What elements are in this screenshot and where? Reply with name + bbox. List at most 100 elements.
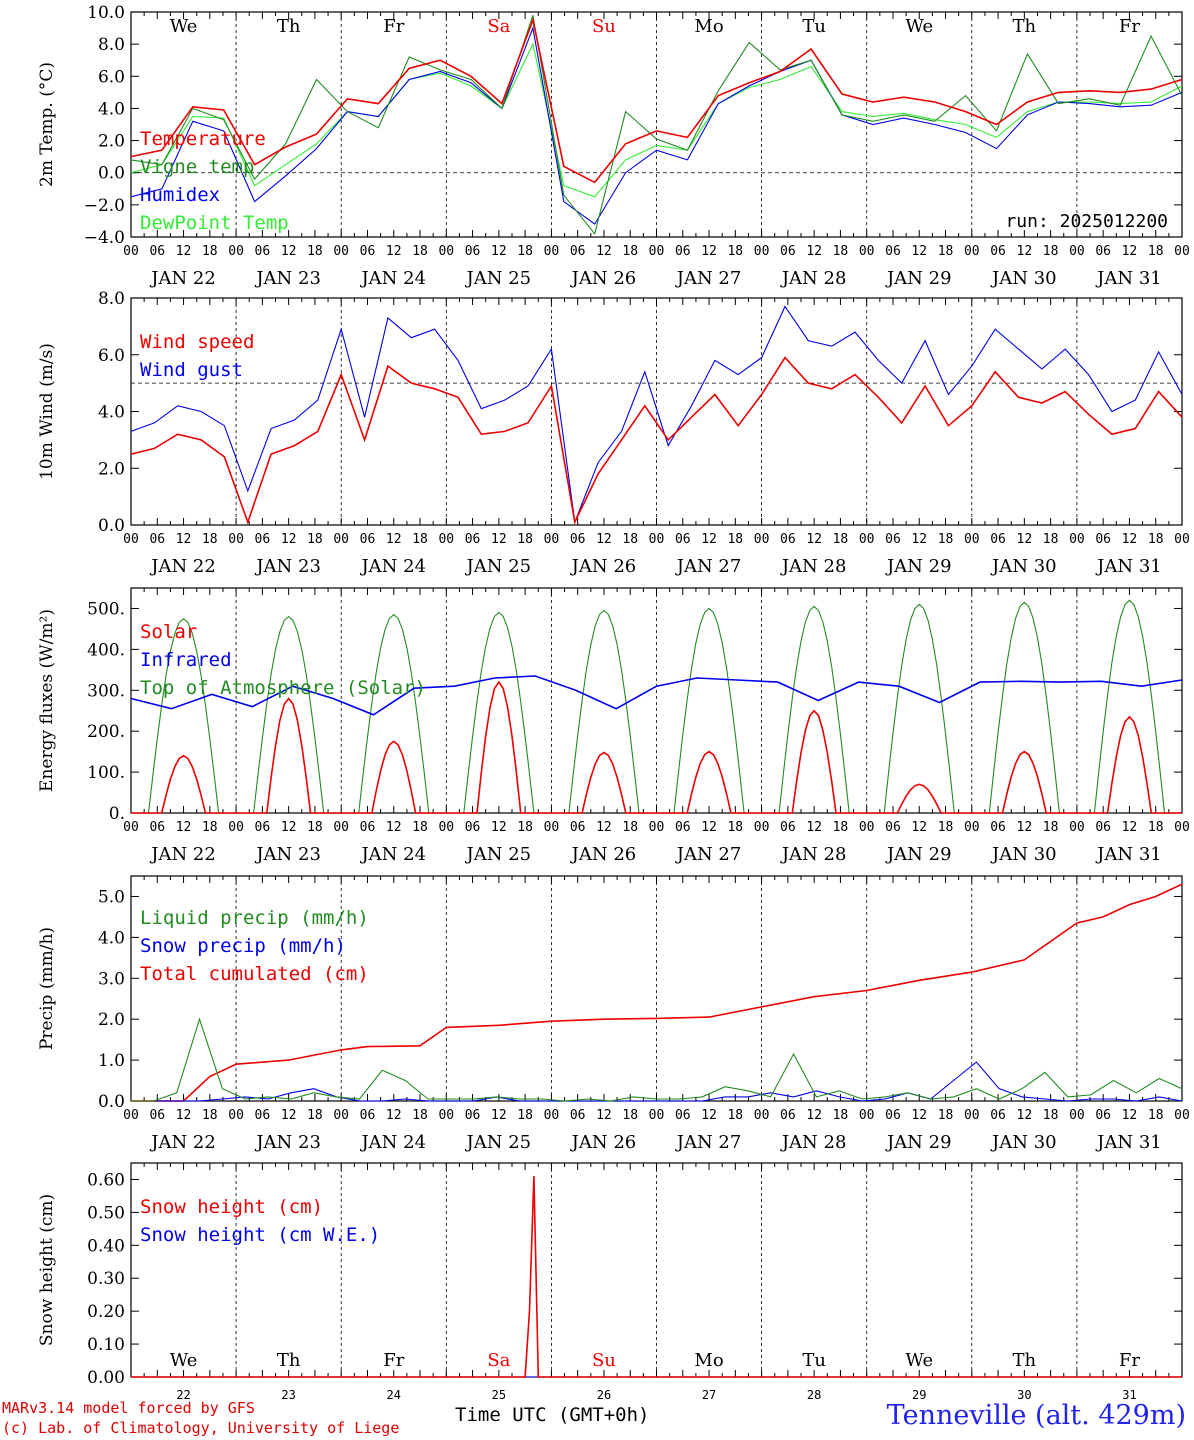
x-date-label: JAN 24 xyxy=(359,268,426,289)
x-date-label: JAN 24 xyxy=(359,556,426,577)
day-name: Th xyxy=(1013,16,1037,37)
y-tick-label: 0. xyxy=(109,804,125,824)
x-date-label: JAN 25 xyxy=(465,1132,532,1153)
x-hour-label: 06 xyxy=(675,244,691,259)
x-hour-label: 18 xyxy=(412,1108,428,1123)
x-hour-label: 06 xyxy=(465,1108,481,1123)
y-tick-label: 0.00 xyxy=(87,1368,125,1388)
x-hour-label: 00 xyxy=(333,532,349,547)
x-hour-label: 00 xyxy=(1174,820,1190,835)
x-date-label: JAN 26 xyxy=(570,268,637,289)
x-hour-label: 00 xyxy=(333,1108,349,1123)
x-hour-label: 00 xyxy=(754,820,770,835)
legend-entry: Total cumulated (cm) xyxy=(140,963,369,985)
y-tick-label: 6.0 xyxy=(98,67,125,87)
day-name: Th xyxy=(1013,1350,1037,1371)
x-hour-label: 18 xyxy=(938,1108,954,1123)
x-hour-label: 06 xyxy=(360,1108,376,1123)
y-axis-label: 2m Temp. (°C) xyxy=(37,62,57,187)
x-hour-label: 00 xyxy=(1069,820,1085,835)
day-name: Mo xyxy=(694,16,723,37)
x-hour-label: 06 xyxy=(465,244,481,259)
x-hour-label: 18 xyxy=(727,244,743,259)
y-tick-label: 300. xyxy=(87,681,125,701)
x-hour-label: 06 xyxy=(780,244,796,259)
x-hour-label: 18 xyxy=(412,532,428,547)
x-date-label: 31 xyxy=(1122,1388,1136,1402)
day-name: Mo xyxy=(694,1350,723,1371)
x-hour-label: 06 xyxy=(990,820,1006,835)
x-hour-label: 06 xyxy=(255,1108,271,1123)
x-hour-label: 06 xyxy=(149,244,165,259)
y-tick-label: 400. xyxy=(87,640,125,660)
x-hour-label: 00 xyxy=(859,820,875,835)
x-date-label: JAN 24 xyxy=(359,844,426,865)
x-hour-label: 06 xyxy=(360,820,376,835)
x-hour-label: 18 xyxy=(202,820,218,835)
y-tick-label: 10.0 xyxy=(87,3,125,23)
x-hour-label: 18 xyxy=(1148,532,1164,547)
x-hour-label: 12 xyxy=(806,532,822,547)
x-hour-label: 18 xyxy=(622,532,638,547)
x-hour-label: 00 xyxy=(544,820,560,835)
y-axis-label: Energy fluxes (W/m²) xyxy=(37,609,57,792)
x-hour-label: 00 xyxy=(544,1108,560,1123)
x-hour-label: 00 xyxy=(1069,1108,1085,1123)
x-hour-label: 12 xyxy=(1122,532,1138,547)
x-hour-label: 18 xyxy=(1148,244,1164,259)
x-hour-label: 06 xyxy=(780,1108,796,1123)
x-hour-label: 06 xyxy=(885,532,901,547)
x-date-label: JAN 29 xyxy=(885,844,952,865)
x-hour-label: 12 xyxy=(701,532,717,547)
x-hour-label: 18 xyxy=(202,1108,218,1123)
day-name: Fr xyxy=(383,1350,404,1371)
x-hour-label: 00 xyxy=(649,244,665,259)
y-tick-label: 0.60 xyxy=(87,1170,125,1190)
y-axis-label: Snow height (cm) xyxy=(37,1194,57,1346)
day-name: We xyxy=(170,1350,198,1371)
x-hour-label: 00 xyxy=(649,820,665,835)
x-hour-label: 12 xyxy=(701,244,717,259)
x-hour-label: 06 xyxy=(675,532,691,547)
x-hour-label: 00 xyxy=(649,532,665,547)
x-hour-label: 00 xyxy=(754,1108,770,1123)
x-hour-label: 00 xyxy=(228,532,244,547)
x-date-label: JAN 27 xyxy=(675,268,742,289)
x-date-label: JAN 28 xyxy=(780,1132,847,1153)
y-tick-label: 0.20 xyxy=(87,1302,125,1322)
x-date-label: JAN 27 xyxy=(675,1132,742,1153)
x-hour-label: 12 xyxy=(386,1108,402,1123)
y-tick-label: 0.0 xyxy=(98,1092,125,1112)
x-date-label: JAN 26 xyxy=(570,556,637,577)
x-hour-label: 12 xyxy=(1122,244,1138,259)
x-hour-label: 18 xyxy=(412,244,428,259)
x-hour-label: 18 xyxy=(412,820,428,835)
x-date-label: JAN 27 xyxy=(675,844,742,865)
x-hour-label: 12 xyxy=(386,820,402,835)
x-hour-label: 18 xyxy=(202,244,218,259)
x-hour-label: 18 xyxy=(833,820,849,835)
x-date-label: JAN 24 xyxy=(359,1132,426,1153)
x-hour-label: 06 xyxy=(149,820,165,835)
plot-frame xyxy=(130,11,1183,238)
x-date-label: 24 xyxy=(387,1388,401,1402)
day-name: Fr xyxy=(383,16,404,37)
x-hour-label: 00 xyxy=(649,1108,665,1123)
y-tick-label: 0.50 xyxy=(87,1203,125,1223)
legend-entry: DewPoint Temp xyxy=(140,212,289,234)
y-tick-label: 0.10 xyxy=(87,1335,125,1355)
y-tick-label: −2.0 xyxy=(84,196,125,216)
x-hour-label: 18 xyxy=(517,1108,533,1123)
legend-entry: Vigne temp xyxy=(140,156,254,178)
x-date-label: JAN 30 xyxy=(990,556,1057,577)
x-hour-label: 12 xyxy=(806,820,822,835)
x-date-label: JAN 25 xyxy=(465,844,532,865)
x-hour-label: 00 xyxy=(1174,532,1190,547)
x-date-label: JAN 31 xyxy=(1095,844,1162,865)
x-hour-label: 12 xyxy=(176,1108,192,1123)
panel-3: 0. 100. 200. 300. 400. 500. Energy fluxes (W/m… xyxy=(37,587,1190,865)
x-hour-label: 12 xyxy=(1017,820,1033,835)
panel-2: 0.0 2.0 4.0 6.0 8.0 10m Wind (m/s) 00 06 12 18 00 0… xyxy=(37,289,1190,577)
x-date-label: JAN 23 xyxy=(254,268,321,289)
